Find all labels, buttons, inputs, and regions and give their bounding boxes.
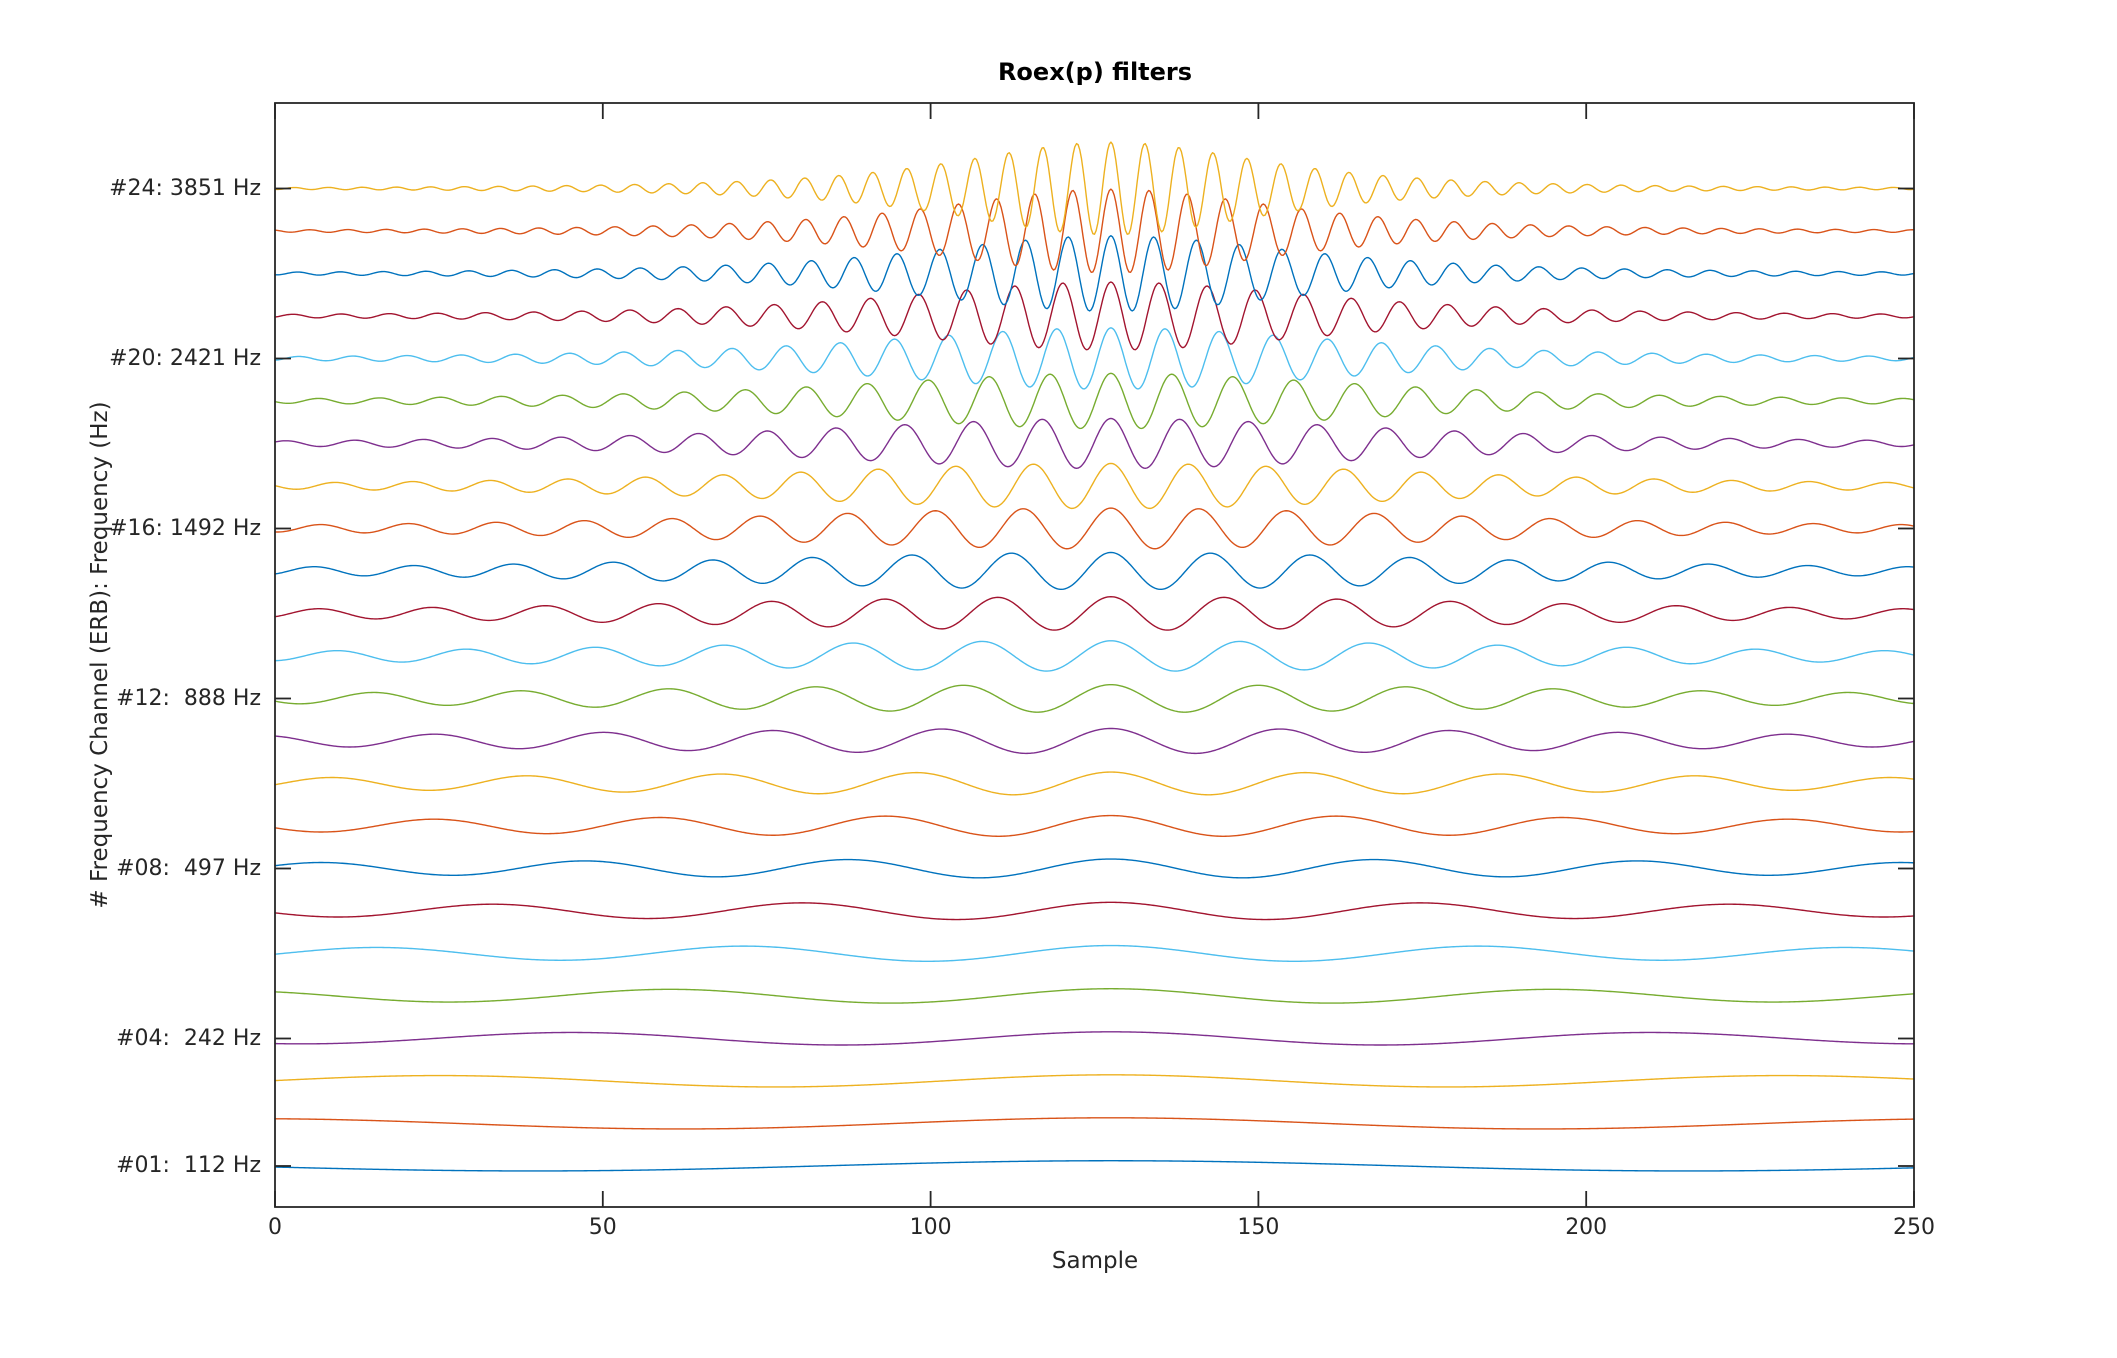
filter-waveform-ch-17 bbox=[274, 462, 1915, 510]
filter-waveform-ch-04 bbox=[274, 1031, 1915, 1046]
y-tick-label-ch-01: #01: 112 Hz bbox=[116, 1153, 261, 1178]
filter-waveform-ch-24 bbox=[274, 141, 1915, 235]
filter-waveform-ch-06 bbox=[274, 944, 1915, 962]
filter-waveform-ch-05 bbox=[274, 988, 1915, 1004]
x-tick-label-50: 50 bbox=[588, 1215, 617, 1240]
filter-waveform-ch-07 bbox=[274, 901, 1915, 921]
filter-waveform-ch-11 bbox=[274, 727, 1915, 755]
y-tick-label-ch-24: #24: 3851 Hz bbox=[109, 175, 261, 201]
filter-waveform-ch-09 bbox=[274, 814, 1915, 837]
filter-waveform-ch-13 bbox=[274, 640, 1915, 672]
x-tick-label-150: 150 bbox=[1237, 1215, 1280, 1240]
filter-waveform-ch-12 bbox=[274, 683, 1915, 713]
filter-waveform-ch-16 bbox=[274, 507, 1915, 550]
filter-waveform-ch-15 bbox=[274, 551, 1915, 591]
filter-waveform-ch-19 bbox=[274, 372, 1915, 430]
filter-waveform-ch-10 bbox=[274, 771, 1915, 796]
x-tick-label-250: 250 bbox=[1893, 1215, 1935, 1240]
x-tick-label-200: 200 bbox=[1565, 1215, 1608, 1240]
filter-waveform-ch-20 bbox=[274, 327, 1915, 390]
filter-waveform-ch-23 bbox=[274, 188, 1915, 274]
x-axis-label: Sample bbox=[1051, 1248, 1139, 1274]
filter-waveform-ch-21 bbox=[274, 281, 1915, 351]
filter-waveform-ch-08 bbox=[274, 858, 1915, 879]
y-tick-label-ch-12: #12: 888 Hz bbox=[116, 685, 261, 711]
x-tick-label-100: 100 bbox=[909, 1215, 952, 1240]
filter-waveform-ch-22 bbox=[274, 235, 1915, 312]
y-tick-label-ch-08: #08: 497 Hz bbox=[116, 855, 261, 881]
chart-title: Roex(p) filters bbox=[997, 58, 1193, 86]
y-tick-label-ch-16: #16: 1492 Hz bbox=[109, 515, 261, 541]
y-axis-label: # Frequency Channel (ERB): Frequency (Hz… bbox=[87, 401, 113, 909]
y-tick-label-ch-20: #20: 2421 Hz bbox=[109, 345, 261, 371]
x-tick-label-0: 0 bbox=[268, 1215, 282, 1240]
axes-box bbox=[274, 102, 1915, 1208]
y-tick-label-ch-04: #04: 242 Hz bbox=[116, 1025, 261, 1051]
filter-waveform-ch-01 bbox=[274, 1160, 1915, 1172]
filter-waveform-ch-03 bbox=[274, 1074, 1915, 1088]
filter-waveform-ch-02 bbox=[274, 1117, 1915, 1130]
filter-waveform-ch-14 bbox=[274, 596, 1915, 631]
filter-waveform-ch-18 bbox=[274, 417, 1915, 470]
